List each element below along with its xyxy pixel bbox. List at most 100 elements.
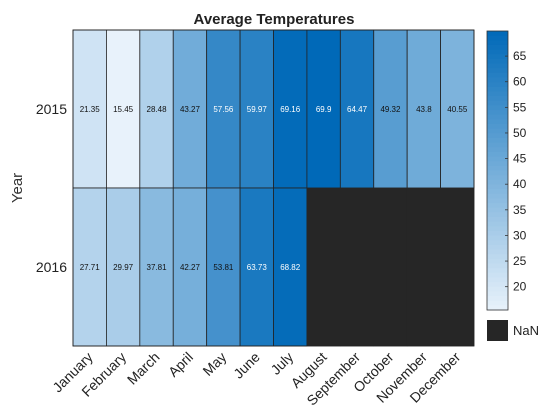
- heatmap-cell: [172, 187, 208, 347]
- cell-value-label: 59.97: [247, 105, 268, 114]
- colorbar-segment: [487, 170, 508, 176]
- cell-value-label: 53.81: [213, 263, 234, 272]
- y-tick-label: 2016: [36, 259, 67, 275]
- colorbar-tick-label: 25: [513, 254, 527, 268]
- cell-value-label: 27.71: [80, 263, 101, 272]
- y-tick-labels: 2015 2016: [36, 101, 67, 275]
- colorbar-tick-label: 20: [513, 280, 527, 294]
- colorbar-segment: [487, 63, 508, 69]
- cell-value-label: 21.35: [80, 105, 101, 114]
- y-axis-label: Year: [9, 173, 26, 203]
- colorbar-segment: [487, 282, 508, 288]
- colorbar-segment: [487, 179, 508, 186]
- colorbar-segment: [487, 142, 508, 148]
- colorbar-segment: [487, 184, 508, 190]
- heatmap-cell: [72, 29, 107, 189]
- colorbar-segment: [487, 40, 508, 46]
- cell-value-label: 43.27: [180, 105, 201, 114]
- colorbar-segment: [487, 296, 508, 302]
- cell-value-labels: 21.35 15.45 28.48 43.27 57.56 59.97 69.16 69.9 6…: [80, 105, 468, 272]
- heatmap-cell: [373, 29, 408, 189]
- colorbar-segment: [487, 91, 508, 97]
- colorbar-frame: [486, 30, 509, 311]
- colorbar-segment: [487, 72, 508, 79]
- colorbar-segment: [487, 268, 508, 274]
- cell-value-label: 69.16: [280, 105, 301, 114]
- heatmap-cell: [440, 29, 475, 189]
- y-tick-label: 2015: [36, 101, 67, 117]
- colorbar-segment: [487, 35, 508, 41]
- x-tick-label: March: [124, 349, 163, 388]
- colorbar-segment: [487, 49, 508, 55]
- colorbar-segment: [487, 110, 508, 116]
- colorbar-segment: [487, 82, 508, 88]
- colorbar-segment: [487, 68, 508, 74]
- colorbar-segment: [487, 258, 508, 265]
- colorbar-segment: [487, 189, 508, 195]
- heatmap-cell: [206, 187, 241, 347]
- cell-value-label: 57.56: [213, 105, 234, 114]
- colorbar-segment: [487, 244, 508, 251]
- heatmap-cells: [72, 29, 475, 347]
- heatmap-cell: [172, 29, 208, 189]
- x-tick-label: July: [267, 349, 296, 378]
- cell-value-label: 29.97: [113, 263, 134, 272]
- colorbar-segment: [487, 147, 508, 153]
- colorbar-segment: [487, 254, 508, 260]
- heatmap-cell: [340, 187, 375, 347]
- colorbar-segment: [487, 291, 508, 297]
- heatmap-cell: [239, 187, 274, 347]
- cell-value-label: 43.8: [416, 105, 432, 114]
- heatmap-cell: [440, 187, 475, 347]
- cell-value-label: 37.81: [147, 263, 168, 272]
- colorbar-segment: [487, 217, 508, 223]
- cell-value-label: 64.47: [347, 105, 368, 114]
- colorbar: 20 25 30 35 40 45 50 55 60 65: [486, 30, 527, 311]
- colorbar-segment: [487, 277, 508, 283]
- colorbar-segment: [487, 165, 508, 172]
- colorbar-segment: [487, 207, 508, 213]
- colorbar-segment: [487, 272, 508, 279]
- heatmap-cell: [406, 187, 441, 347]
- colorbar-segment: [487, 161, 508, 167]
- cell-value-label: 42.27: [180, 263, 201, 272]
- nan-swatch: [487, 320, 508, 341]
- colorbar-segment: [487, 226, 508, 232]
- colorbar-segment: [487, 114, 508, 120]
- colorbar-segment: [487, 300, 508, 306]
- nan-label: NaN: [513, 323, 539, 338]
- colorbar-segment: [487, 221, 508, 227]
- colorbar-segment: [487, 230, 508, 237]
- x-tick-label: May: [199, 349, 229, 379]
- colorbar-tick-label: 45: [513, 152, 527, 166]
- colorbar-segment: [487, 203, 508, 209]
- x-tick-label: June: [230, 349, 263, 382]
- colorbar-tick-label: 60: [513, 75, 527, 89]
- colorbar-tick-label: 55: [513, 100, 527, 114]
- colorbar-segment: [487, 86, 508, 93]
- chart-title: Average Temperatures: [194, 11, 355, 28]
- colorbar-segment: [487, 286, 508, 292]
- colorbar-tick-label: 30: [513, 228, 527, 242]
- cell-value-label: 40.55: [447, 105, 468, 114]
- colorbar-segment: [487, 54, 508, 60]
- colorbar-segment: [487, 193, 508, 199]
- heatmap-cell: [239, 29, 274, 189]
- cell-value-label: 28.48: [147, 105, 168, 114]
- x-tick-label: April: [165, 349, 196, 380]
- colorbar-segment: [487, 100, 508, 106]
- colorbar-segment: [487, 124, 508, 130]
- colorbar-segment: [487, 105, 508, 111]
- colorbar-segment: [487, 77, 508, 83]
- colorbar-segment: [487, 119, 508, 125]
- heatmap-cell: [106, 187, 141, 347]
- colorbar-segment: [487, 249, 508, 255]
- plot-frame: [72, 29, 475, 347]
- colorbar-segment: [487, 212, 508, 218]
- colorbar-segment: [487, 235, 508, 241]
- cell-value-label: 15.45: [113, 105, 134, 114]
- colorbar-segment: [487, 96, 508, 102]
- cell-value-label: 68.82: [280, 263, 301, 272]
